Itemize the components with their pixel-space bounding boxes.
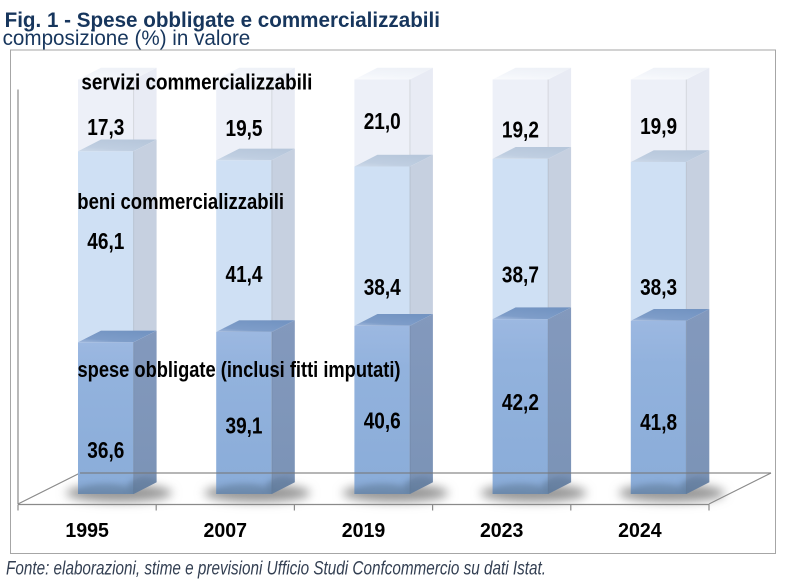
svg-text:38,3: 38,3: [640, 274, 677, 300]
svg-text:17,3: 17,3: [87, 114, 124, 140]
svg-text:19,2: 19,2: [502, 117, 539, 143]
svg-text:beni commercializzabili: beni commercializzabili: [77, 189, 284, 214]
svg-text:42,2: 42,2: [502, 389, 539, 415]
svg-text:41,4: 41,4: [226, 261, 263, 287]
svg-text:38,7: 38,7: [502, 262, 539, 288]
svg-text:servizi commercializzabili: servizi commercializzabili: [81, 69, 312, 94]
svg-text:2024: 2024: [618, 520, 662, 542]
svg-text:composizione (%) in valore: composizione (%) in valore: [3, 27, 251, 50]
svg-text:1995: 1995: [65, 520, 109, 542]
svg-text:19,5: 19,5: [226, 115, 263, 141]
svg-text:41,8: 41,8: [640, 409, 677, 435]
svg-text:38,4: 38,4: [364, 274, 401, 300]
svg-text:36,6: 36,6: [87, 437, 124, 463]
svg-text:46,1: 46,1: [87, 228, 124, 254]
svg-text:Fig. 1 - Spese obbligate e com: Fig. 1 - Spese obbligate e commercializz…: [5, 9, 440, 32]
svg-text:19,9: 19,9: [640, 113, 677, 139]
svg-text:spese obbligate (inclusi fitti: spese obbligate (inclusi fitti imputati): [78, 357, 401, 382]
svg-text:Fonte: elaborazioni, stime e p: Fonte: elaborazioni, stime e previsioni …: [6, 559, 546, 580]
svg-text:40,6: 40,6: [364, 407, 401, 433]
svg-text:2007: 2007: [204, 520, 248, 542]
svg-text:21,0: 21,0: [364, 108, 401, 134]
svg-text:39,1: 39,1: [226, 412, 263, 438]
svg-text:2019: 2019: [342, 520, 386, 542]
svg-text:2023: 2023: [480, 520, 524, 542]
